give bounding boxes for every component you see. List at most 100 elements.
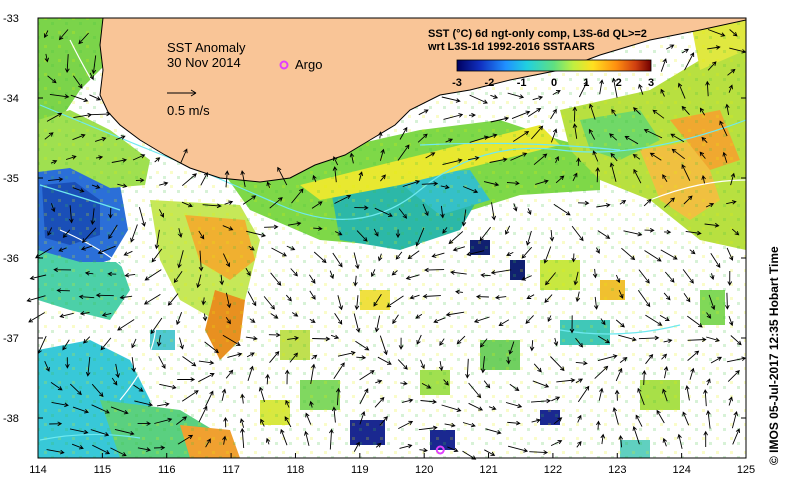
velocity-arrow (598, 387, 604, 401)
velocity-arrow (533, 363, 542, 373)
velocity-arrow (154, 157, 161, 163)
velocity-arrow (575, 378, 584, 384)
velocity-arrow (545, 272, 556, 286)
velocity-arrow (70, 94, 89, 103)
velocity-arrow (117, 319, 135, 331)
velocity-arrow (311, 201, 323, 209)
velocity-arrow (65, 357, 70, 369)
velocity-arrow (359, 370, 375, 381)
velocity-arrow (521, 246, 533, 259)
velocity-arrow (462, 186, 479, 194)
velocity-arrow (531, 418, 541, 424)
velocity-arrow (333, 362, 345, 379)
velocity-arrow (159, 383, 177, 390)
velocity-arrow (225, 292, 232, 309)
velocity-arrow (286, 245, 296, 251)
velocity-arrow (48, 177, 64, 182)
velocity-arrow (69, 428, 89, 435)
argo-float-marker (435, 445, 445, 455)
velocity-arrow (553, 417, 563, 425)
velocity-arrow (490, 269, 512, 275)
velocity-arrow (44, 53, 50, 63)
velocity-arrow (550, 108, 557, 120)
velocity-arrow (480, 272, 491, 278)
velocity-arrow (73, 112, 93, 119)
velocity-arrow (659, 315, 670, 321)
velocity-arrow (335, 387, 341, 406)
velocity-arrow (409, 294, 420, 300)
velocity-arrow (222, 334, 241, 346)
velocity-arrow (525, 230, 532, 246)
velocity-arrow (638, 269, 650, 284)
velocity-arrow (664, 229, 672, 235)
velocity-arrow (49, 93, 70, 99)
velocity-arrow (595, 247, 600, 254)
velocity-arrow (405, 274, 420, 280)
velocity-arrow (592, 150, 599, 162)
velocity-arrow (222, 253, 231, 268)
velocity-arrow (466, 250, 485, 257)
velocity-arrow (609, 162, 617, 182)
colorbar-tick-label: 2 (616, 77, 622, 89)
velocity-arrow (571, 225, 584, 242)
velocity-arrow (660, 88, 665, 97)
velocity-arrow (705, 202, 715, 208)
velocity-arrow (370, 269, 376, 278)
velocity-arrow (137, 447, 152, 452)
velocity-arrow (399, 443, 413, 449)
velocity-arrow (699, 107, 706, 116)
velocity-arrow (80, 245, 93, 251)
velocity-arrow (182, 173, 197, 187)
velocity-arrow (623, 230, 643, 237)
velocity-arrow (158, 356, 166, 369)
velocity-arrow (509, 383, 520, 392)
velocity-arrow (78, 32, 89, 45)
velocity-arrow (91, 55, 97, 75)
velocity-arrow (265, 437, 271, 445)
velocity-arrow (638, 83, 644, 95)
velocity-arrow (284, 416, 292, 428)
x-tick-label: 114 (29, 464, 47, 476)
velocity-arrow (353, 275, 358, 287)
velocity-arrow (552, 90, 561, 95)
velocity-arrow (661, 353, 668, 360)
velocity-arrow (239, 418, 245, 428)
velocity-arrow (445, 311, 465, 317)
velocity-arrow (50, 159, 58, 165)
velocity-arrow (329, 270, 335, 280)
velocity-arrow (494, 295, 507, 300)
velocity-arrow (485, 133, 498, 139)
velocity-arrow (490, 94, 499, 99)
velocity-arrow (310, 363, 316, 384)
velocity-arrow (577, 414, 582, 423)
velocity-arrow (198, 360, 215, 365)
velocity-arrow (722, 151, 728, 163)
velocity-arrow (727, 68, 736, 76)
velocity-arrow (329, 428, 334, 450)
velocity-arrow (638, 335, 660, 341)
velocity-arrow (143, 294, 161, 305)
vector-scale-label: 0.5 m/s (167, 103, 210, 118)
velocity-arrow (49, 421, 63, 427)
velocity-arrow (377, 131, 383, 139)
credit-text: © IMOS 05-Jul-2017 12:35 Hobart Time (767, 246, 781, 465)
velocity-arrow (480, 356, 486, 374)
velocity-arrow (498, 319, 510, 326)
velocity-arrow (83, 336, 91, 344)
y-tick-label: -33 (3, 13, 19, 25)
velocity-arrow (200, 171, 208, 186)
velocity-arrow (731, 410, 739, 429)
velocity-arrow (624, 136, 639, 145)
velocity-arrow (263, 296, 275, 310)
velocity-arrow (51, 401, 69, 408)
velocity-arrow (354, 295, 360, 311)
velocity-arrow (615, 319, 625, 328)
velocity-arrow (707, 29, 726, 37)
velocity-arrow (246, 352, 255, 358)
velocity-arrow (633, 168, 642, 184)
velocity-arrow (645, 353, 654, 365)
velocity-arrow (248, 245, 255, 251)
velocity-arrow (395, 251, 403, 260)
velocity-arrow (660, 58, 667, 72)
